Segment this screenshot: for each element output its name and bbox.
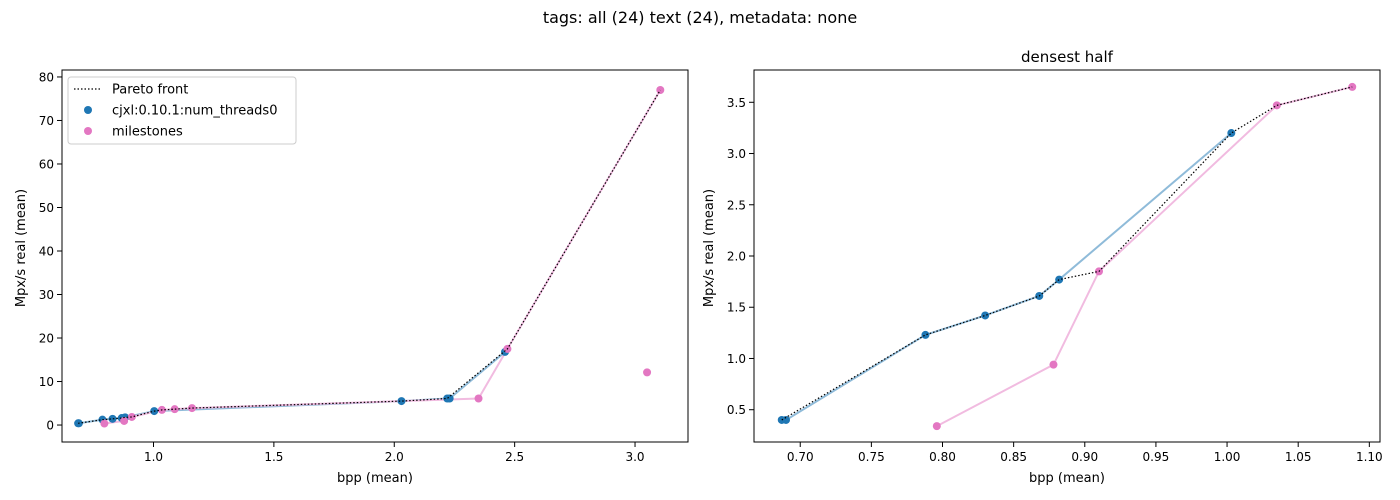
legend-milestones-swatch xyxy=(84,127,92,135)
figure-suptitle: tags: all (24) text (24), metadata: none xyxy=(543,8,857,27)
chart-right: densest half bpp (mean) Mpx/s real (mean… xyxy=(702,48,1383,486)
chart-right-xtick-label: 0.75 xyxy=(858,450,885,464)
chart-left-milestones-point xyxy=(120,416,129,425)
chart-right-milestones-point xyxy=(1272,101,1281,110)
chart-left-ytick-label: 10 xyxy=(39,375,54,389)
chart-right-xtick-label: 0.70 xyxy=(787,450,814,464)
legend-box xyxy=(67,76,297,145)
chart-right-pareto-front-line xyxy=(781,86,1353,421)
chart-right-ylabel: Mpx/s real (mean) xyxy=(702,189,717,307)
chart-left-ytick-label: 60 xyxy=(39,157,54,171)
chart-left-ytick-label: 70 xyxy=(39,114,54,128)
chart-right-xtick-label: 0.90 xyxy=(1071,450,1098,464)
chart-left-ytick-label: 0 xyxy=(46,419,54,433)
chart-left-ytick-label: 20 xyxy=(39,332,54,346)
chart-left-cjxl-0-10-1-num-threads0-point xyxy=(397,397,406,406)
legend-cjxl-label: cjxl:0.10.1:num_threads0 xyxy=(112,104,277,119)
chart-left: bpp (mean) Mpx/s real (mean) 1.0 1.5 2.0 2.… xyxy=(14,69,689,486)
chart-left-xlabel: bpp (mean) xyxy=(337,471,413,486)
chart-left-milestones-point xyxy=(127,412,136,421)
chart-right-milestones-point xyxy=(932,422,941,431)
legend-milestones-label: milestones xyxy=(112,125,183,140)
chart-right-cjxl-0-10-1-num-threads0-point xyxy=(782,415,791,424)
chart-right-xtick-label: 0.80 xyxy=(929,450,956,464)
chart-left-ytick-label: 30 xyxy=(39,288,54,302)
chart-left-cjxl-0-10-1-num-threads0-line xyxy=(78,351,506,425)
chart-left-ylabel: Mpx/s real (mean) xyxy=(14,189,29,307)
chart-left-milestones-point xyxy=(100,419,109,428)
chart-right-milestones-line xyxy=(936,85,1353,428)
chart-left-milestones-point xyxy=(474,394,483,403)
chart-right-xtick-label: 1.00 xyxy=(1214,450,1241,464)
chart-right-xlabel: bpp (mean) xyxy=(1029,471,1105,486)
chart-left-milestones-point xyxy=(188,404,197,413)
chart-right-cjxl-0-10-1-num-threads0-line xyxy=(781,132,1232,421)
chart-left-plot-area xyxy=(61,69,689,443)
chart-left-milestones-point xyxy=(643,368,652,377)
chart-right-cjxl-0-10-1-num-threads0-point xyxy=(981,311,990,320)
chart-right-cjxl-0-10-1-num-threads0-point xyxy=(1055,275,1064,284)
chart-left-xtick-label: 2.0 xyxy=(385,450,404,464)
chart-right-ytick-label: 1.5 xyxy=(727,301,746,315)
chart-left-xtick-label: 1.0 xyxy=(144,450,163,464)
chart-right-cjxl-0-10-1-num-threads0-point xyxy=(921,330,930,339)
chart-left-milestones-point xyxy=(170,405,179,414)
chart-right-title: densest half xyxy=(1021,48,1114,66)
legend: Pareto front cjxl:0.10.1:num_threads0 mi… xyxy=(67,76,297,145)
legend-cjxl-swatch xyxy=(84,106,92,114)
chart-left-ytick-label: 40 xyxy=(39,244,54,258)
chart-right-milestones-point xyxy=(1049,360,1058,369)
chart-left-xtick-label: 1.5 xyxy=(264,450,283,464)
chart-left-pareto-front-line xyxy=(78,89,661,424)
chart-right-plot-area xyxy=(753,69,1381,443)
chart-left-xtick-label: 2.5 xyxy=(505,450,524,464)
chart-left-ytick-label: 80 xyxy=(39,70,54,84)
chart-right-ytick-label: 2.0 xyxy=(727,250,746,264)
chart-right-ytick-label: 3.5 xyxy=(727,96,746,110)
chart-right-xtick-label: 1.05 xyxy=(1285,450,1312,464)
chart-left-ytick-label: 50 xyxy=(39,201,54,215)
chart-right-ytick-label: 0.5 xyxy=(727,403,746,417)
chart-right-xtick-label: 1.10 xyxy=(1356,450,1383,464)
legend-pareto-label: Pareto front xyxy=(112,83,188,98)
chart-left-cjxl-0-10-1-num-threads0-point xyxy=(445,394,454,403)
chart-right-ytick-label: 3.0 xyxy=(727,147,746,161)
chart-right-ytick-label: 2.5 xyxy=(727,198,746,212)
chart-left-xtick-label: 3.0 xyxy=(625,450,644,464)
chart-left-cjxl-0-10-1-num-threads0-point xyxy=(108,414,117,423)
chart-right-cjxl-0-10-1-num-threads0-point xyxy=(1227,129,1236,138)
chart-right-ytick-label: 1.0 xyxy=(727,352,746,366)
chart-right-xtick-label: 0.85 xyxy=(1000,450,1027,464)
chart-right-xtick-label: 0.95 xyxy=(1143,450,1170,464)
